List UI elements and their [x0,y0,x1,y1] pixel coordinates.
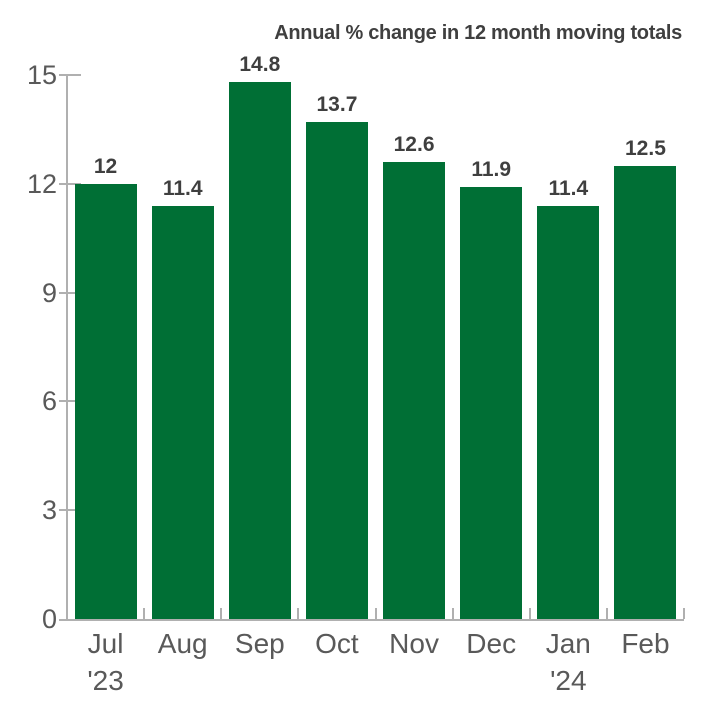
x-tick-label: Jul '23 [67,625,144,699]
x-tick-label-month: Jan [545,628,591,659]
x-tick-label-month: Sep [234,628,285,659]
y-tick [59,74,81,76]
y-tick-label: 12 [26,168,57,199]
y-tick-label: 6 [41,386,57,417]
x-tick-label-month: Aug [157,628,208,659]
bar-aug [151,205,214,619]
x-tick-label: Nov [376,625,453,662]
x-axis-line [59,619,684,621]
x-tick [297,608,300,619]
x-tick-label-month: Feb [621,628,670,659]
x-tick-label: Dec [453,625,530,662]
bar-sep [228,82,291,619]
bar-dec [460,187,523,619]
x-tick [605,608,608,619]
y-tick [59,400,81,403]
bar-value-label: 12.6 [393,133,435,157]
bar-jul [74,183,137,619]
x-tick-label: Oct [298,625,375,662]
x-tick-label-month: Dec [466,628,517,659]
bar-value-label: 13.7 [316,93,358,117]
y-tick [59,509,81,512]
bar-oct [305,122,368,619]
y-tick-label: 9 [41,277,57,308]
x-tick-label-month: Oct [315,628,359,659]
x-tick-label-month: Jul [87,628,124,659]
x-tick-label-month: Nov [389,628,439,659]
y-tick-label: 3 [41,495,57,526]
x-tick-label: Aug [144,625,221,662]
bar-value-label: 11.4 [548,176,589,200]
y-tick [59,182,81,185]
x-tick [451,608,454,619]
bar-value-label: 14.8 [239,53,281,77]
x-tick [683,608,685,619]
x-tick [374,608,377,619]
bar-nov [383,162,446,619]
x-tick-label: Sep [221,625,298,662]
bar-value-label: 11.4 [162,176,203,200]
bar-feb [614,165,677,619]
x-tick [528,608,531,619]
y-axis-line [66,75,68,621]
x-tick-label: Jan '24 [530,625,607,699]
x-tick [220,608,223,619]
x-tick-label: Feb [607,625,684,662]
bar-value-label: 12 [93,154,118,178]
y-tick-label: 0 [41,604,57,634]
bar-jan [537,205,600,619]
x-tick-label-year: '23 [87,665,124,696]
bar-value-label: 11.9 [471,158,512,182]
y-tick-label: 15 [26,60,57,90]
x-tick-label-year: '24 [550,665,587,696]
y-tick [59,291,81,294]
chart-title: Annual % change in 12 month moving total… [274,22,682,44]
x-tick [143,608,146,619]
bar-value-label: 12.5 [625,136,666,160]
